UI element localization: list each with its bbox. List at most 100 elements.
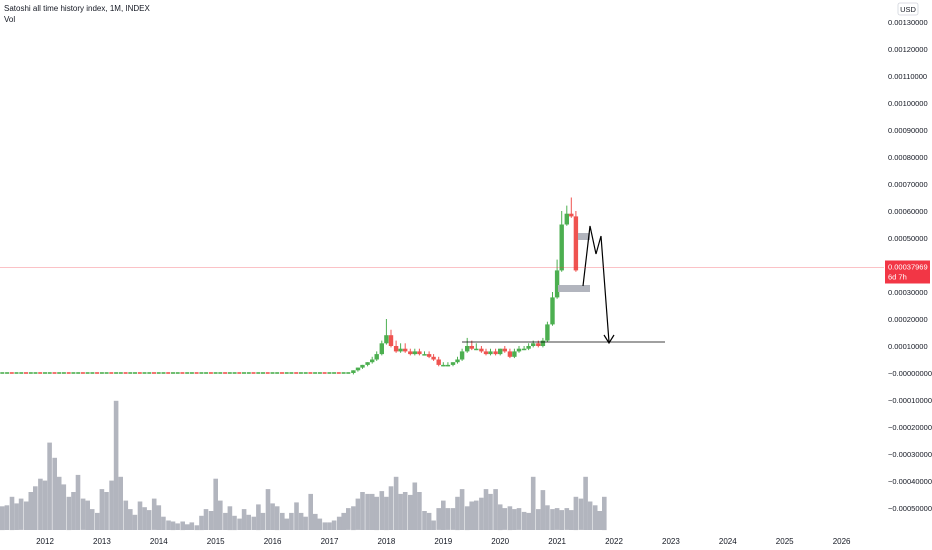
- volume-bar: [322, 522, 328, 530]
- volume-bar: [308, 493, 313, 530]
- volume-bar: [128, 509, 133, 530]
- candle-body: [559, 224, 564, 271]
- candle-body: [417, 351, 422, 355]
- volume-bar: [550, 509, 555, 530]
- flat-candle: [76, 372, 81, 374]
- flat-candle: [118, 372, 123, 374]
- flat-candle: [137, 372, 142, 374]
- volume-bar: [260, 512, 266, 530]
- flat-candle: [246, 372, 251, 374]
- flat-candle: [232, 372, 237, 374]
- volume-bar: [602, 496, 607, 531]
- x-tick-label: 2017: [321, 537, 339, 546]
- flat-candle: [303, 372, 308, 374]
- flat-candle: [185, 372, 190, 374]
- candle-body: [365, 362, 370, 365]
- volume-bar: [4, 505, 10, 530]
- candle-body: [384, 335, 389, 344]
- volume-bar: [184, 524, 190, 530]
- volume-bar: [203, 509, 209, 530]
- flat-candle: [346, 372, 351, 374]
- volume-bar: [208, 511, 214, 530]
- volume-bar: [398, 493, 403, 530]
- flat-candle: [313, 372, 318, 374]
- candle-body: [393, 346, 399, 352]
- y-tick-label: 0.00070000: [888, 180, 928, 189]
- volume-label: Vol: [4, 15, 15, 24]
- volume-bar: [587, 501, 593, 530]
- candle-body: [388, 335, 394, 346]
- flat-candle: [223, 372, 228, 374]
- flat-candle: [204, 372, 209, 374]
- flat-candle: [142, 372, 147, 374]
- candle-body: [370, 359, 375, 363]
- volume-bar: [166, 520, 171, 530]
- flat-candle: [57, 372, 62, 374]
- volume-bar: [536, 509, 541, 530]
- flat-candle: [0, 372, 5, 374]
- flat-candle: [80, 372, 85, 374]
- volume-bar: [274, 506, 280, 531]
- candle-body: [493, 351, 498, 355]
- volume-bar: [89, 509, 95, 530]
- candle-body: [502, 348, 507, 352]
- volume-bar: [241, 509, 247, 530]
- flat-candle: [294, 372, 299, 374]
- candle-body: [498, 348, 503, 355]
- axes-layer: USD 0.00130000 0.00120000 0.00110000 0.00100…: [36, 2, 932, 546]
- flat-candle: [180, 372, 185, 374]
- x-tick-label: 2013: [93, 537, 111, 546]
- volume-bar: [0, 506, 5, 531]
- candle-body: [355, 367, 361, 371]
- flat-candle: [175, 372, 180, 374]
- flat-candle: [28, 372, 33, 374]
- candle-body: [564, 213, 569, 225]
- flat-candle: [90, 372, 95, 374]
- candle-body: [545, 324, 550, 341]
- volume-bar: [118, 476, 123, 530]
- x-tick-label: 2019: [434, 537, 452, 546]
- volume-bar: [374, 496, 379, 531]
- volume-bar: [393, 476, 399, 530]
- y-tick-label: 0.00130000: [888, 18, 928, 27]
- volume-bar: [175, 523, 180, 530]
- volume-bar: [237, 518, 242, 530]
- flat-candle: [199, 372, 204, 374]
- volume-bar: [365, 493, 370, 530]
- volume-bar: [469, 501, 474, 530]
- volume-bar: [327, 522, 332, 530]
- volume-bar: [526, 512, 531, 530]
- volume-bar: [559, 510, 564, 530]
- volume-bar: [497, 504, 503, 531]
- flat-candle: [261, 372, 265, 374]
- y-tick-label: 0.00060000: [888, 207, 928, 216]
- volume-bar: [66, 496, 72, 531]
- candle-body: [516, 348, 522, 352]
- currency-label: USD: [900, 5, 916, 14]
- volume-bar: [455, 496, 460, 531]
- y-tick-label: 0.00050000: [888, 234, 928, 243]
- y-tick-label: 0.00030000: [888, 288, 928, 297]
- candles-layer: [351, 197, 579, 375]
- volume-bar: [512, 509, 517, 530]
- candle-body: [526, 346, 531, 349]
- flat-candle: [341, 372, 346, 374]
- y-tick-label: −0.00030000: [888, 450, 932, 459]
- volume-bar: [597, 511, 603, 530]
- flat-candle: [156, 372, 161, 374]
- volume-bar: [137, 501, 143, 530]
- volume-bar: [14, 503, 19, 530]
- x-tick-label: 2023: [662, 537, 680, 546]
- volume-bar: [284, 518, 290, 530]
- y-tick-label: 0.00110000: [888, 72, 927, 81]
- candle-body: [483, 351, 489, 355]
- candle-body: [351, 370, 356, 373]
- volume-bar: [80, 498, 86, 530]
- y-tick-label: −0.00040000: [888, 477, 932, 486]
- volume-bar: [223, 512, 228, 530]
- x-tick-label: 2012: [36, 537, 54, 546]
- volume-bar: [151, 498, 157, 530]
- volume-bar: [379, 491, 385, 530]
- candle-body: [531, 343, 536, 346]
